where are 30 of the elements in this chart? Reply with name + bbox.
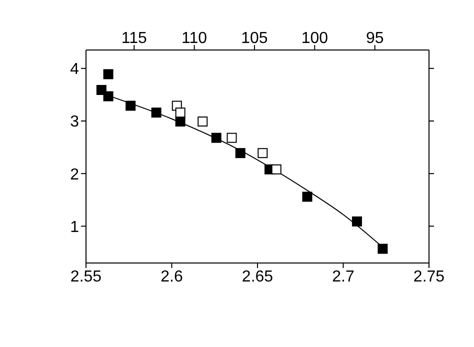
point — [96, 84, 106, 95]
y-tick-label: 1 — [70, 218, 80, 236]
x2-tick-label: 95 — [366, 30, 384, 47]
point — [151, 108, 162, 118]
point — [126, 100, 136, 111]
point — [378, 244, 388, 254]
x-tick-label: 2.65 — [242, 268, 274, 286]
point — [198, 116, 208, 127]
x-tick-label: 2.75 — [413, 268, 445, 286]
point — [271, 164, 282, 174]
point — [175, 108, 186, 118]
point — [175, 116, 186, 127]
point — [258, 148, 268, 158]
x2-tick-label: 105 — [241, 30, 268, 47]
x2-tick-label: 115 — [121, 30, 147, 47]
point — [226, 132, 237, 143]
point — [302, 192, 312, 202]
x-tick-label: 2.55 — [70, 268, 102, 286]
x-tick-label: 2.6 — [160, 268, 183, 286]
point — [103, 91, 114, 102]
y-tick-label: 2 — [70, 166, 80, 184]
y-tick-label: 4 — [70, 61, 80, 78]
point — [103, 69, 114, 80]
point — [352, 216, 362, 226]
y-tick-label: 3 — [70, 114, 80, 131]
point — [235, 148, 246, 158]
point — [211, 132, 222, 143]
x-tick-label: 2.7 — [332, 268, 354, 286]
x2-tick-label: 110 — [182, 30, 208, 47]
x2-tick-label: 100 — [301, 30, 328, 47]
